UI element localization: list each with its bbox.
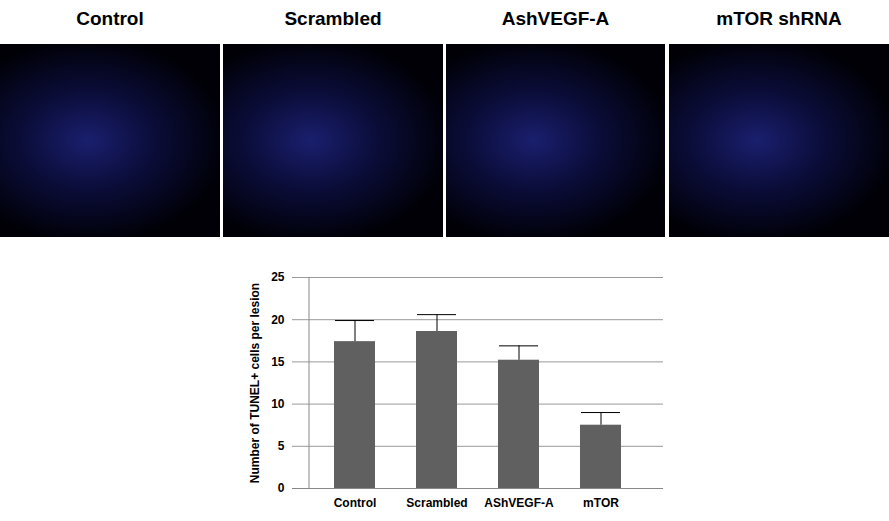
html-text:mTOR shRNA: mTOR shRNA: [716, 8, 842, 29]
svg-text:5: 5: [278, 439, 285, 453]
svg-text:Number of TUNEL+ cells per les: Number of TUNEL+ cells per lesion: [248, 283, 262, 483]
svg-text:25: 25: [271, 270, 285, 284]
html-text:Scrambled: Scrambled: [284, 8, 382, 29]
html-text:Control: Control: [76, 8, 144, 29]
html-text:AshVEGF-A: AshVEGF-A: [501, 8, 610, 29]
svg-text:Scrambled: Scrambled: [406, 496, 467, 510]
svg-text:AShVEGF-A: AShVEGF-A: [484, 496, 554, 510]
svg-text:15: 15: [271, 355, 285, 369]
svg-text:mTOR: mTOR: [583, 496, 619, 510]
svg-text:20: 20: [271, 313, 285, 327]
svg-text:Control: Control: [334, 496, 377, 510]
svg-text:0: 0: [278, 481, 285, 495]
svg-text:10: 10: [271, 397, 285, 411]
